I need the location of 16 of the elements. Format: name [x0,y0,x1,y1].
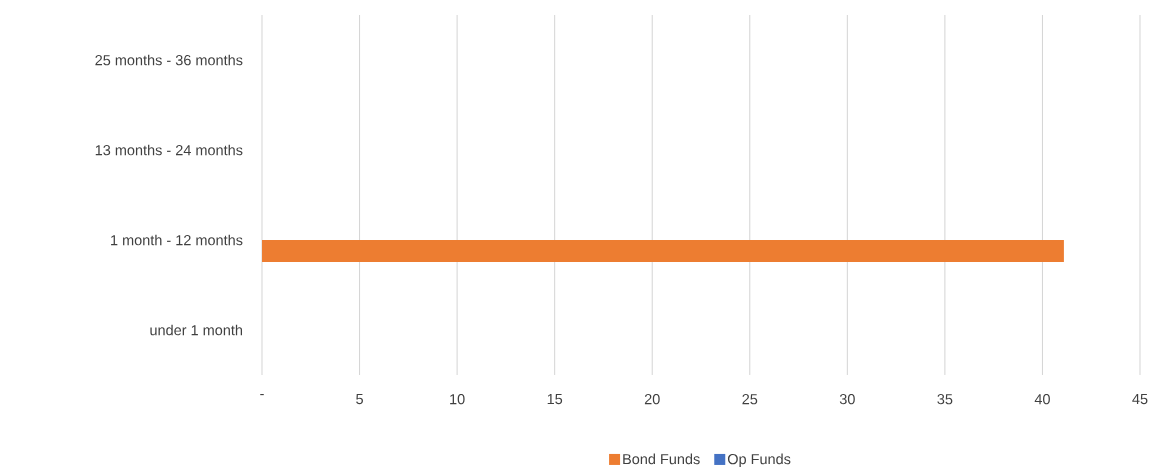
y-tick-label: under 1 month [150,324,243,336]
legend-label: Op Funds [727,453,791,468]
x-tick-label: 30 [839,394,855,405]
x-tick-label: 15 [547,394,563,405]
x-tick-label: 45 [1132,394,1148,405]
x-tick-label: 5 [356,394,363,405]
x-tick-label: 25 [742,394,758,405]
x-tick-label: - [260,394,264,396]
x-tick-label: 40 [1034,394,1050,405]
y-tick-label: 25 months - 36 months [95,54,243,66]
x-tick-label: 10 [450,394,465,405]
y-tick-label: 13 months - 24 months [95,144,243,156]
legend-label: Bond Funds [623,453,700,465]
x-tick-label: 20 [644,394,660,405]
x-tick-label: 35 [937,394,953,405]
y-tick-label: 1 month - 12 months [111,234,243,246]
